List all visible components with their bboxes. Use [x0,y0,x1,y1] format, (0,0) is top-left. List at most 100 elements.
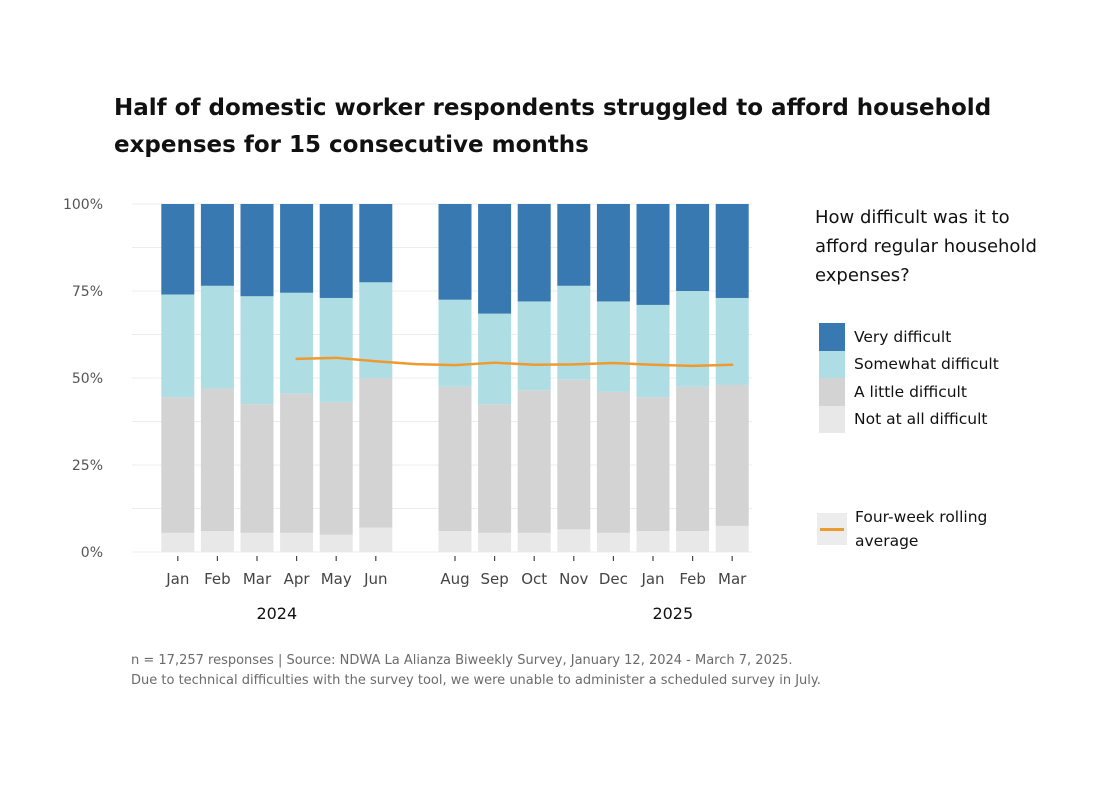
bar-segment [438,531,472,552]
bar-segment [240,296,274,405]
legend-label: Very difficult [854,327,952,346]
bar-segment [636,531,670,552]
bar-segment [319,297,353,403]
bar-segment [280,393,314,533]
rolling-average-line [295,356,734,368]
legend-swatch [819,405,845,433]
legend-item-somewhat-difficult: Somewhat difficult [819,350,999,378]
bar-segment [161,294,195,398]
chart-title: Half of domestic worker respondents stru… [114,95,992,158]
x-tick-label: Feb [679,570,706,588]
year-label: 2025 [652,604,693,623]
bar-segment [200,204,234,286]
bar-segment [478,532,512,552]
bar-segment [557,529,591,552]
bar-segment [359,282,393,378]
bar-segment [596,301,630,392]
x-tick-label: Dec [599,570,628,588]
footnote: n = 17,257 responses | Source: NDWA La A… [131,651,821,691]
bar-segment [200,388,234,532]
bar-segment [517,204,551,302]
bar-segment [596,204,630,302]
rolling-average-polyline [295,356,734,368]
bar-segment [715,525,749,552]
year-label: 2024 [256,604,297,623]
bar-segment [676,386,710,532]
bar-segment [636,204,670,305]
bar-segment [161,532,195,552]
legend-title: How difficult was it to afford regular h… [815,207,1037,286]
legend-swatch [819,323,845,351]
bar-segment [676,291,710,387]
y-axis: 0% 25% 50% 75% 100% [63,197,103,561]
legend-item-a-little-difficult: A little difficult [819,378,999,406]
x-tick-label: Jun [363,570,387,588]
legend-line-label: Four-week rolling average [855,508,988,550]
bar-segment [319,534,353,552]
bar-segment [715,384,749,526]
footnote-line-1: n = 17,257 responses | Source: NDWA La A… [131,653,793,668]
y-tick-label: 25% [72,458,103,474]
bar-segment [478,404,512,533]
bar-segment [240,532,274,552]
bar-segment [596,391,630,533]
bar-segment [438,204,472,300]
legend: Very difficult Somewhat difficult A litt… [819,323,999,433]
x-tick-label: Apr [284,570,311,588]
bar-segment [517,390,551,533]
x-tick-label: Aug [440,570,469,588]
bar-segment [517,301,551,391]
x-tick-label: Nov [559,570,588,588]
bar-segment [557,204,591,286]
bar-segment [319,402,353,535]
footnote-line-2: Due to technical difficulties with the s… [131,673,821,688]
x-tick-label: Mar [243,570,272,588]
legend-label: A little difficult [854,382,967,401]
legend-line-swatch [817,513,847,545]
y-tick-label: 50% [72,371,103,387]
legend-label: Not at all difficult [854,410,988,429]
y-tick-label: 100% [63,197,103,213]
x-tick-label: Sep [480,570,508,588]
legend-item-not-at-all-difficult: Not at all difficult [819,405,999,433]
bar-segment [359,204,393,283]
bar-segment [161,204,195,295]
bar-segment [161,397,195,533]
bar-segment [596,532,630,552]
x-tick-label: May [321,570,352,588]
bar-segment [240,204,274,297]
bar-segment [676,204,710,291]
bar-segment [517,532,551,552]
bar-segment [438,299,472,387]
bar-segment [319,204,353,298]
bar-segment [280,204,314,293]
legend-swatch [819,350,845,378]
bar-segment [636,304,670,398]
y-tick-label: 0% [81,545,103,561]
bar-segment [478,313,512,405]
bar-segment [280,292,314,394]
bar-segment [438,386,472,532]
bar-segment [280,532,314,552]
y-tick-label: 75% [72,284,103,300]
bar-segment [715,297,749,385]
legend-item-rolling-average: Four-week rolling average [817,505,995,553]
bar-segment [240,404,274,533]
x-tick-label: Mar [718,570,747,588]
x-axis: Jan Feb Mar Apr May Jun Aug Sep Oct Nov Dec Jan Feb M… [165,556,747,623]
bar-segment [359,378,393,528]
bars [161,204,749,552]
x-tick-label: Feb [204,570,231,588]
bar-segment [478,204,512,314]
bar-segment [557,379,591,530]
legend-label: Somewhat difficult [854,355,999,374]
legend-swatch [819,378,845,406]
x-tick-label: Jan [165,570,189,588]
bar-segment [359,527,393,552]
bar-segment [636,397,670,532]
bar-segment [715,204,749,298]
x-tick-label: Jan [640,570,664,588]
x-tick-label: Oct [521,570,547,588]
bar-segment [676,531,710,552]
